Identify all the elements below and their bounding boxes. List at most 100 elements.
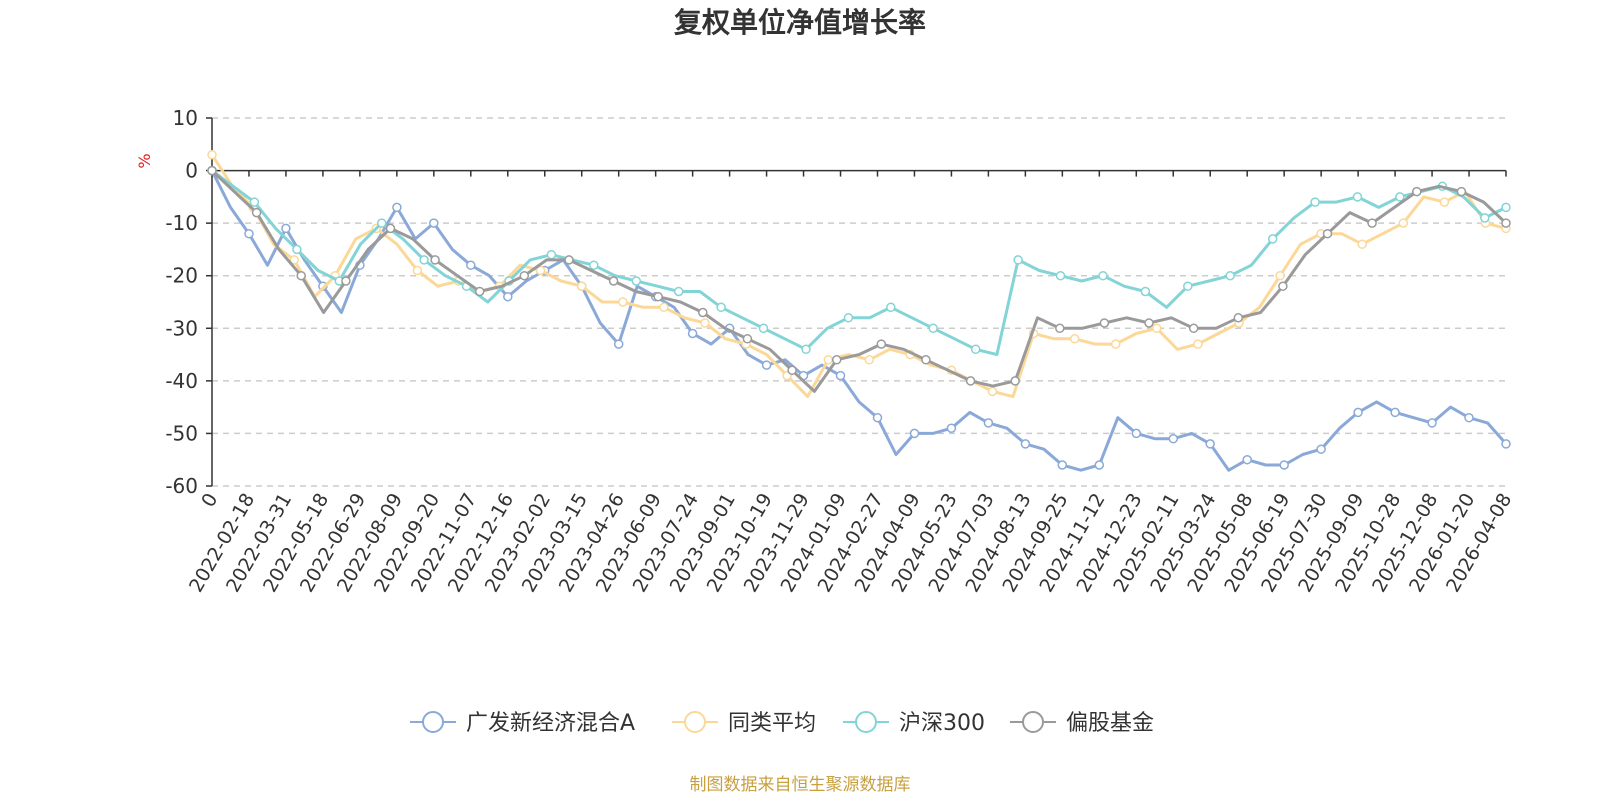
data-point bbox=[1131, 428, 1142, 439]
source-note: 制图数据来自恒生聚源数据库 bbox=[690, 775, 911, 795]
data-point bbox=[631, 276, 642, 286]
data-point bbox=[742, 334, 753, 344]
data-point bbox=[1395, 192, 1405, 202]
data-point bbox=[376, 218, 387, 228]
data-point bbox=[928, 323, 938, 334]
legend: 广发新经济混合A 同类平均 沪深300 偏股基金 bbox=[410, 711, 1154, 736]
data-point bbox=[1501, 218, 1511, 228]
data-point bbox=[249, 197, 260, 207]
data-point bbox=[946, 423, 957, 433]
data-point bbox=[761, 360, 772, 370]
data-point bbox=[843, 313, 854, 323]
data-point bbox=[1242, 454, 1252, 465]
data-point bbox=[1367, 218, 1377, 228]
data-point bbox=[385, 223, 396, 234]
series-line-0 bbox=[210, 169, 1508, 472]
data-point bbox=[831, 355, 842, 365]
data-point bbox=[207, 150, 217, 160]
y-tick-label: -20 bbox=[165, 264, 198, 288]
data-point bbox=[1316, 444, 1326, 454]
data-point bbox=[251, 207, 262, 218]
data-point bbox=[1069, 334, 1080, 344]
data-point bbox=[864, 355, 875, 365]
legend-item[interactable]: 偏股基金 bbox=[1010, 711, 1154, 736]
data-point bbox=[1098, 270, 1108, 281]
x-tick-label: 0 bbox=[197, 490, 222, 511]
data-point bbox=[296, 270, 306, 281]
data-point bbox=[474, 286, 485, 297]
data-point bbox=[987, 386, 998, 397]
legend-marker bbox=[422, 711, 444, 733]
data-point bbox=[412, 265, 423, 276]
data-point bbox=[392, 202, 402, 213]
legend-item[interactable]: 广发新经济混合A bbox=[410, 711, 635, 736]
legend-marker bbox=[855, 711, 877, 733]
data-point bbox=[289, 255, 299, 265]
data-point bbox=[970, 344, 981, 355]
data-point bbox=[546, 249, 557, 260]
legend-label: 同类平均 bbox=[728, 711, 816, 736]
legend-label: 广发新经济混合A bbox=[466, 711, 635, 736]
data-point bbox=[1427, 418, 1437, 428]
data-point bbox=[758, 323, 769, 334]
data-point bbox=[886, 302, 896, 313]
data-point bbox=[872, 412, 883, 423]
data-point bbox=[1013, 255, 1023, 265]
data-point bbox=[1480, 213, 1490, 223]
data-point bbox=[207, 165, 217, 176]
data-point bbox=[613, 339, 624, 349]
data-point bbox=[564, 255, 574, 265]
data-point bbox=[281, 223, 291, 234]
y-tick-label: -50 bbox=[165, 421, 198, 445]
data-point bbox=[618, 297, 628, 307]
data-point bbox=[1140, 286, 1151, 297]
data-point bbox=[1398, 218, 1409, 228]
data-point bbox=[429, 218, 439, 228]
y-tick-label: -60 bbox=[165, 474, 198, 498]
data-point bbox=[1193, 339, 1203, 349]
data-point bbox=[1055, 323, 1065, 334]
y-axis-unit: % bbox=[135, 153, 154, 168]
series-line-3 bbox=[210, 169, 1508, 393]
data-point bbox=[1412, 186, 1422, 197]
legend-item[interactable]: 沪深300 bbox=[843, 711, 985, 736]
data-point bbox=[1099, 318, 1110, 328]
data-point bbox=[519, 270, 530, 281]
data-point bbox=[983, 418, 994, 428]
legend-marker bbox=[1022, 711, 1044, 733]
data-point bbox=[1439, 197, 1450, 207]
data-point bbox=[965, 376, 976, 386]
data-point bbox=[700, 318, 710, 328]
data-point bbox=[1390, 407, 1400, 418]
y-tick-label: -40 bbox=[165, 369, 198, 393]
data-point bbox=[673, 286, 684, 297]
legend-item[interactable]: 同类平均 bbox=[672, 711, 816, 736]
data-point bbox=[687, 328, 698, 339]
data-point bbox=[909, 428, 920, 439]
data-point bbox=[1020, 439, 1031, 449]
data-point bbox=[698, 307, 708, 318]
data-point bbox=[1501, 439, 1511, 449]
data-point bbox=[1057, 460, 1068, 470]
legend-label: 偏股基金 bbox=[1066, 711, 1154, 736]
data-point bbox=[341, 276, 351, 286]
data-point bbox=[535, 265, 546, 276]
data-point bbox=[1183, 281, 1193, 291]
data-point bbox=[1501, 202, 1511, 213]
data-point bbox=[1322, 228, 1333, 239]
legend-label: 沪深300 bbox=[899, 711, 985, 736]
data-point bbox=[576, 281, 587, 291]
data-point bbox=[1010, 376, 1020, 386]
data-point bbox=[1144, 318, 1154, 328]
data-point bbox=[921, 355, 931, 365]
data-point bbox=[1267, 234, 1278, 244]
data-point bbox=[244, 228, 254, 239]
chart-title: 复权单位净值增长率 bbox=[674, 6, 926, 39]
legend-marker bbox=[684, 711, 706, 733]
data-point bbox=[430, 255, 440, 265]
data-point bbox=[1055, 270, 1066, 281]
data-point bbox=[1110, 339, 1121, 349]
data-point bbox=[589, 260, 599, 270]
series-lines bbox=[207, 150, 1511, 472]
